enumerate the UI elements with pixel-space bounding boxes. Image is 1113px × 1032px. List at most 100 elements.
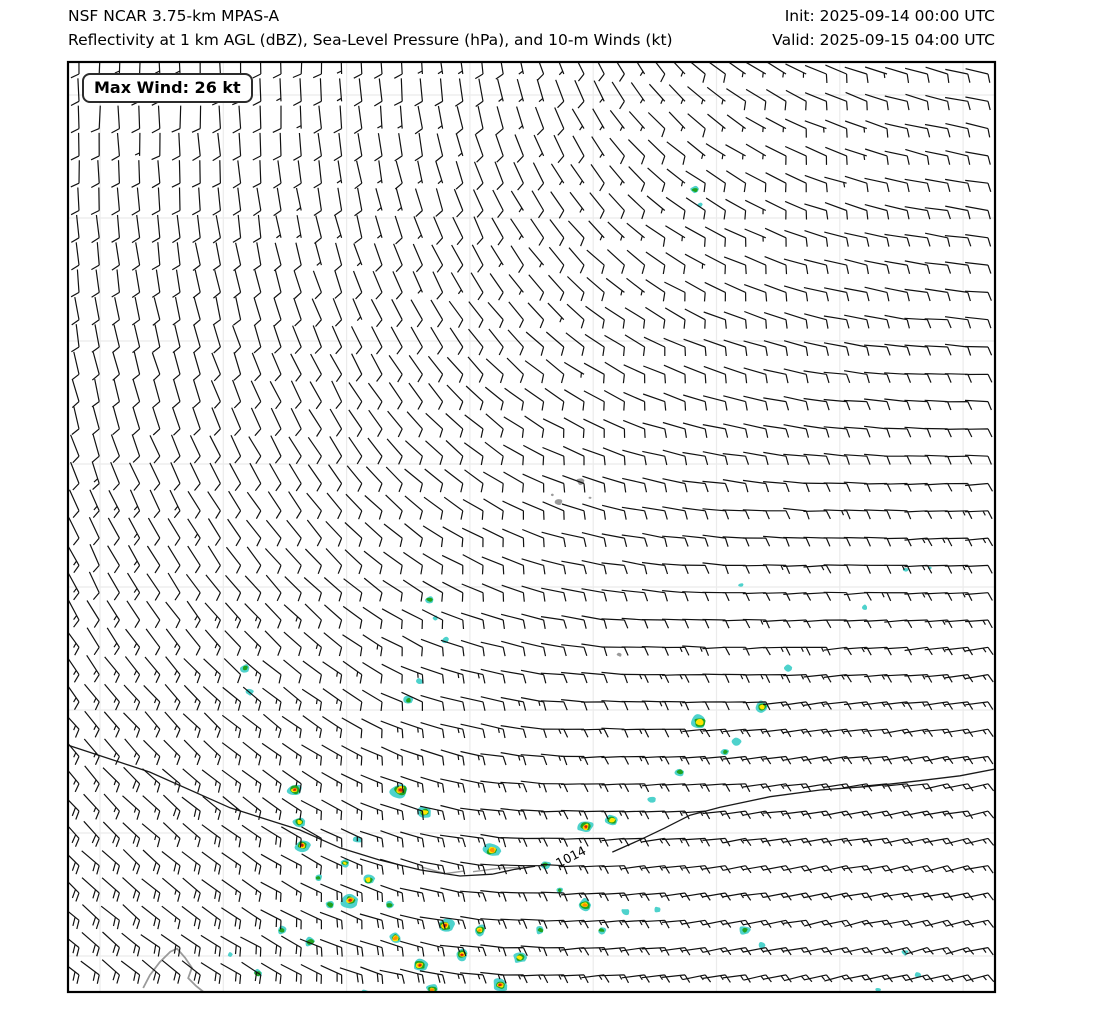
contour-1014-east — [612, 768, 995, 853]
wind-barb — [107, 517, 120, 546]
map-inner: 1014 — [68, 62, 995, 992]
wind-barb — [399, 968, 425, 984]
wind-barb — [481, 556, 505, 575]
wind-barb — [192, 242, 201, 271]
wind-barb — [373, 243, 383, 272]
wind-barb — [421, 609, 444, 630]
wind-barb — [122, 795, 141, 820]
wind-barb — [641, 919, 670, 929]
wind-barb — [122, 822, 141, 848]
wind-barb — [727, 62, 746, 78]
wind-barb — [350, 326, 363, 355]
wind-barb — [450, 272, 464, 295]
wind-barb — [464, 414, 484, 438]
wind-barb — [924, 288, 951, 302]
wind-barb — [965, 810, 995, 819]
wind-barb — [722, 974, 751, 983]
wind-barb — [804, 174, 828, 193]
wind-barb — [233, 242, 242, 272]
wind-barb — [621, 560, 648, 575]
wind-barb — [540, 863, 568, 875]
wind-barb — [207, 518, 221, 546]
wind-barb — [884, 314, 910, 329]
wind-barb — [803, 341, 829, 356]
wind-barb — [641, 674, 670, 683]
wind-barb — [743, 395, 769, 411]
wind-barb — [540, 700, 568, 711]
wind-barb — [723, 339, 748, 356]
wind-barb — [121, 932, 141, 957]
wind-barb — [129, 489, 141, 518]
wind-barb — [331, 380, 343, 409]
wind-barb — [162, 822, 181, 848]
dbz-45-blob — [418, 964, 422, 967]
wind-barb — [561, 947, 590, 956]
wind-barb — [112, 406, 120, 436]
wind-barb — [134, 132, 141, 156]
wind-barb — [461, 583, 484, 602]
wind-barb — [803, 674, 832, 683]
wind-barb — [144, 656, 161, 684]
storm-cell — [292, 817, 306, 828]
wind-barb — [582, 503, 606, 520]
wind-barb — [334, 215, 343, 239]
wind-barb — [408, 355, 423, 383]
wind-barb — [193, 324, 201, 354]
wind-barb — [621, 700, 649, 711]
wind-barb — [662, 506, 688, 520]
wind-barb — [145, 628, 161, 656]
wind-barb — [783, 340, 809, 356]
wind-barb — [803, 397, 830, 411]
wind-barb — [68, 854, 80, 875]
wind-barb — [83, 793, 100, 820]
wind-barb — [647, 112, 666, 138]
wind-barb — [293, 78, 302, 107]
wind-barb — [404, 523, 423, 547]
storm-cell — [720, 748, 730, 756]
wind-barb — [844, 258, 869, 275]
wind-barb — [687, 86, 706, 105]
wind-barb — [508, 274, 524, 295]
wind-barb — [342, 660, 363, 684]
wind-barb — [702, 508, 730, 520]
wind-barb — [765, 88, 787, 111]
wind-barb — [271, 352, 282, 382]
wind-barb — [785, 172, 807, 193]
wind-barb — [925, 919, 954, 928]
wind-barb — [661, 646, 690, 656]
wind-barb — [763, 755, 792, 765]
wind-barb — [684, 308, 706, 329]
wind-barb — [301, 826, 322, 848]
dbz-45-blob — [348, 898, 353, 902]
wind-barb — [500, 670, 527, 684]
wind-barb — [460, 612, 485, 629]
wind-barb — [480, 890, 507, 902]
wind-barb — [394, 133, 403, 162]
wind-barb — [102, 931, 120, 957]
wind-barb — [163, 739, 181, 766]
wind-barb — [702, 673, 730, 684]
wind-barb — [446, 356, 464, 383]
wind-barb — [233, 269, 242, 299]
wind-barb — [424, 468, 444, 493]
wind-barb — [924, 947, 954, 956]
wind-barb — [280, 963, 302, 984]
wind-barb — [192, 187, 201, 216]
wind-barb — [682, 974, 712, 983]
wind-barb — [604, 306, 625, 329]
wind-barb — [70, 132, 80, 161]
wind-barb — [70, 62, 80, 79]
wind-barb — [723, 395, 748, 411]
wind-barb — [460, 861, 487, 875]
wind-barb — [480, 696, 506, 711]
wind-barb — [453, 188, 464, 218]
wind-barb — [843, 783, 873, 792]
wind-barb — [742, 479, 770, 493]
wind-barb — [522, 501, 545, 520]
wind-barb — [171, 132, 181, 161]
wind-barb — [844, 370, 870, 384]
wind-barb — [520, 697, 547, 711]
wind-barb — [253, 324, 262, 354]
wind-barb — [593, 80, 605, 103]
wind-barb — [541, 475, 566, 493]
